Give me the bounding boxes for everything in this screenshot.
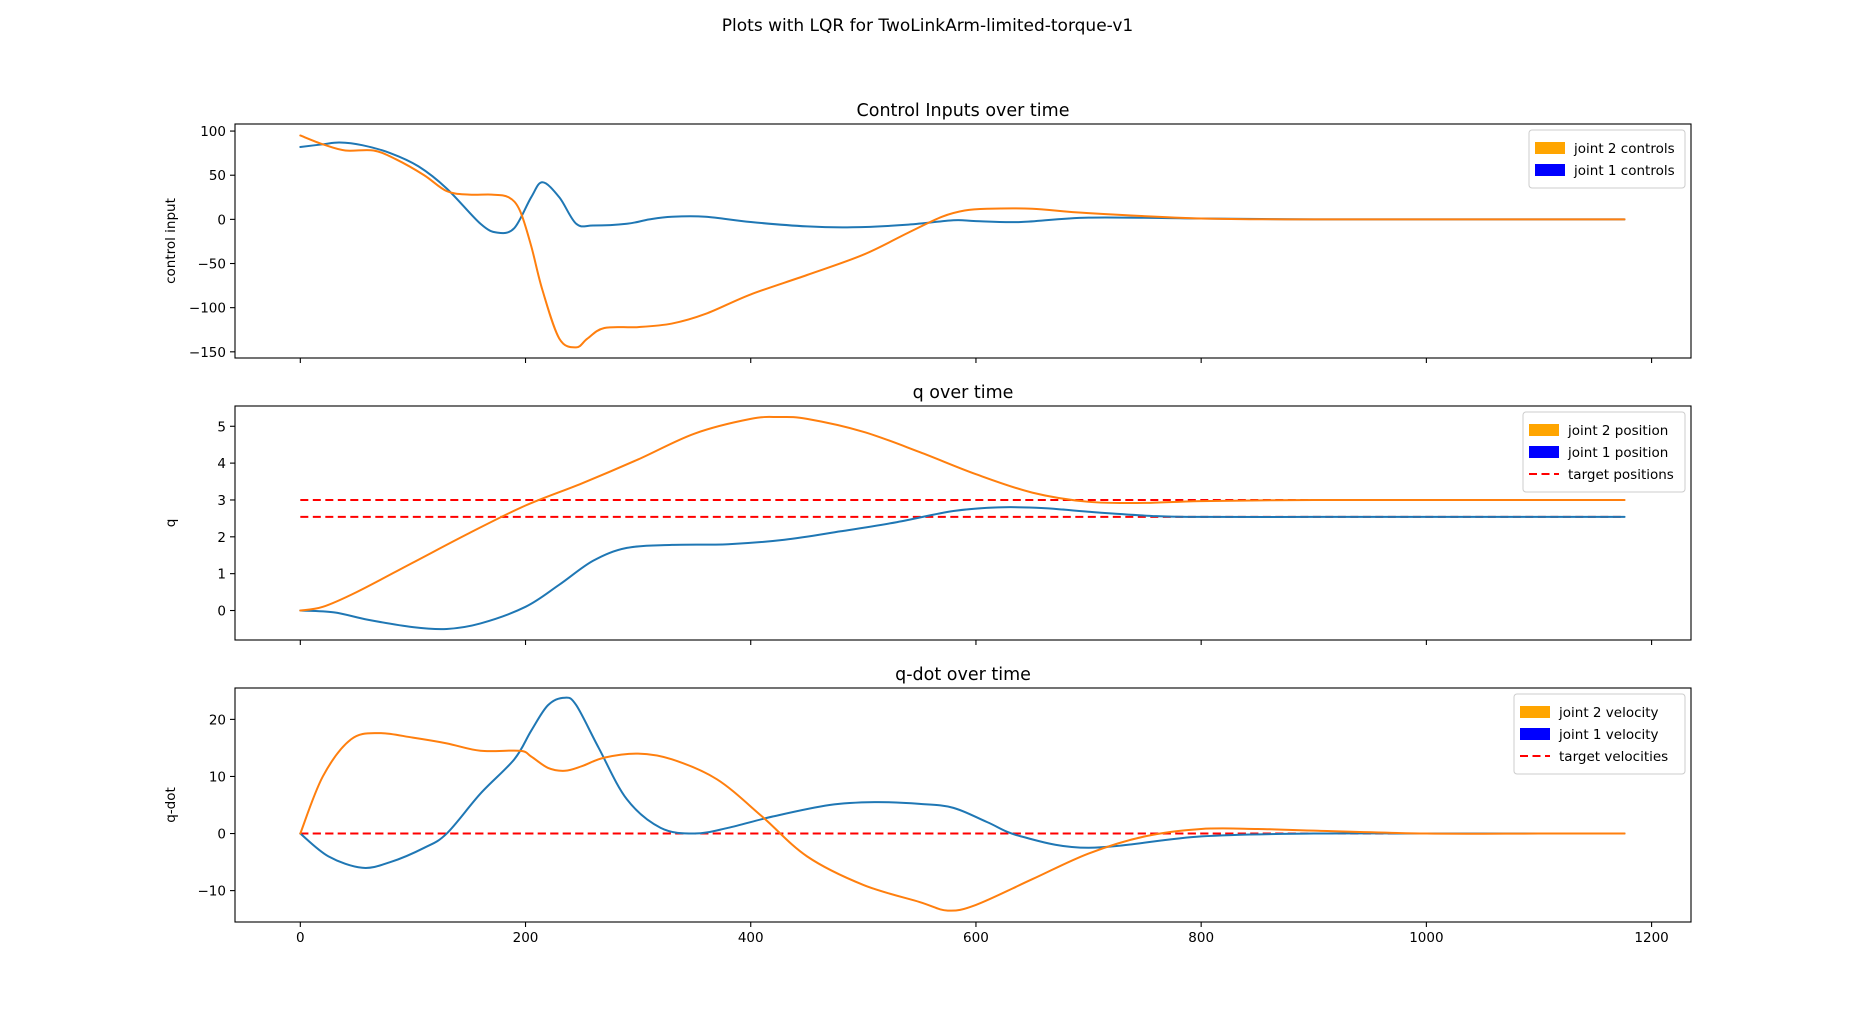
- q-dot-over-time-series-joint-1-velocity: [299, 696, 1626, 869]
- q-dot-over-time-xtick-label: 1200: [1634, 930, 1668, 946]
- q-dot-over-time-ytick-label: 0: [217, 827, 226, 843]
- q-dot-over-time-xtick-label: 200: [513, 930, 539, 946]
- q-dot-over-time-xtick-label: 400: [738, 930, 764, 946]
- control-inputs-over-time-legend-box: [1528, 129, 1686, 189]
- control-inputs-over-time-plot-area: [299, 134, 1626, 349]
- q-over-time-ylabel: q: [163, 519, 179, 528]
- control-inputs-over-time-legend-label: joint 2 controls: [1573, 141, 1675, 157]
- q-dot-over-time-ytick-label: 10: [209, 769, 226, 785]
- control-inputs-over-time-ytick-label: −50: [198, 257, 227, 273]
- q-over-time-legend-swatch: [1529, 424, 1559, 436]
- q-dot-over-time-ylabel: q-dot: [163, 787, 179, 823]
- q-dot-over-time-xtick-label: 800: [1188, 930, 1214, 946]
- q-over-time-legend-label: joint 2 position: [1567, 423, 1668, 439]
- q-dot-over-time-axes-frame: [234, 687, 1692, 923]
- control-inputs-over-time-ytick-label: −100: [189, 301, 226, 317]
- control-inputs-over-time-legend: joint 2 controls joint 1 controls: [1528, 129, 1686, 189]
- control-inputs-over-time-legend-label: joint 1 controls: [1573, 163, 1675, 179]
- control-inputs-over-time-ylabel: control input: [163, 198, 179, 284]
- q-dot-over-time-legend-label: joint 2 velocity: [1558, 705, 1659, 721]
- control-inputs-over-time-axes-frame: [234, 123, 1692, 359]
- control-inputs-over-time-ytick-label: 100: [200, 124, 226, 140]
- q-over-time-ytick-label: 3: [217, 493, 226, 509]
- q-dot-over-time-legend-swatch: [1520, 728, 1550, 740]
- q-over-time-series-joint-2-position: [299, 415, 1626, 612]
- q-dot-over-time-legend: joint 2 velocity joint 1 velocity target v…: [1513, 693, 1686, 775]
- control-inputs-over-time-legend-swatch: [1535, 164, 1565, 176]
- figure-suptitle: Plots with LQR for TwoLinkArm-limited-to…: [721, 16, 1134, 36]
- q-over-time-axes-frame: [234, 405, 1692, 641]
- q-dot-over-time-legend-swatch: [1520, 706, 1550, 718]
- q-over-time-legend: joint 2 position joint 1 position target p…: [1522, 411, 1686, 493]
- control-inputs-subplot: Control Inputs over time control input −15…: [163, 101, 1692, 363]
- q-over-time-legend-box: [1522, 411, 1686, 493]
- q-over-time-ytick-label: 5: [217, 419, 226, 435]
- q-over-time-plot-area: [299, 415, 1626, 631]
- control-inputs-over-time-legend-swatch: [1535, 142, 1565, 154]
- q-over-time-ytick-label: 2: [217, 530, 226, 546]
- q-dot-over-time-legend-box: [1513, 693, 1686, 775]
- q-dot-over-time-ytick-label: −10: [198, 884, 227, 900]
- q-dot-over-time-legend-label: target velocities: [1559, 749, 1668, 765]
- q-over-time-ytick-label: 0: [217, 604, 226, 620]
- q-over-time-legend-swatch: [1529, 446, 1559, 458]
- q-dot-over-time-plot-area: [299, 696, 1626, 912]
- q-dot-over-time-xtick-label: 600: [963, 930, 989, 946]
- q-dot-over-time-xtick-label: 0: [296, 930, 305, 946]
- control-inputs-over-time-title: Control Inputs over time: [857, 101, 1070, 121]
- control-inputs-over-time-ytick-label: 50: [209, 168, 226, 184]
- q-over-time-legend-label: target positions: [1568, 467, 1674, 483]
- q-dot-over-time-title: q-dot over time: [895, 665, 1031, 685]
- q-dot-over-time-legend-label: joint 1 velocity: [1558, 727, 1659, 743]
- q-over-time-title: q over time: [913, 383, 1014, 403]
- q-dot-over-time-ytick-label: 20: [209, 712, 226, 728]
- q-dot-over-time-series-joint-2-velocity: [299, 732, 1626, 912]
- q-dot-over-time-xtick-label: 1000: [1409, 930, 1443, 946]
- control-inputs-over-time-series-joint-2-controls: [299, 134, 1626, 349]
- control-inputs-over-time-ytick-label: −150: [189, 345, 226, 361]
- q-over-time-series-joint-1-position: [299, 506, 1626, 631]
- q-over-time-ytick-label: 4: [217, 456, 226, 472]
- control-inputs-over-time-ytick-label: 0: [217, 212, 226, 228]
- q-over-time-ytick-label: 1: [217, 567, 226, 583]
- q-over-time-legend-label: joint 1 position: [1567, 445, 1668, 461]
